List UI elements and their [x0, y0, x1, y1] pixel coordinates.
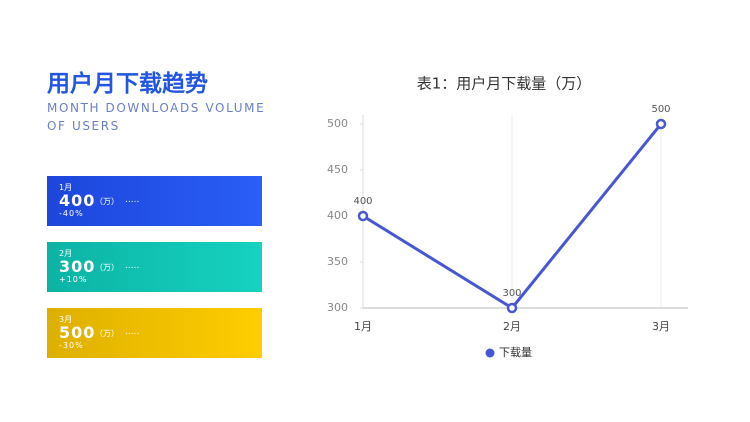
card-change: -40%: [59, 209, 84, 218]
slide-subtitle: MONTH DOWNLOADS VOLUME OF USERS: [47, 101, 266, 133]
card-unit: （万）: [95, 197, 119, 206]
data-label: 500: [651, 104, 670, 115]
x-tick-label: 2月: [503, 320, 521, 333]
legend-marker: [485, 348, 495, 358]
y-tick-label: 450: [327, 163, 348, 176]
data-label: 300: [502, 288, 521, 299]
x-tick-label: 1月: [354, 320, 372, 333]
card-change: -30%: [59, 341, 84, 350]
card-month: 3月: [59, 315, 73, 324]
card-unit: （万）: [95, 263, 119, 272]
card-value: 500: [59, 323, 96, 342]
legend-label: 下载量: [499, 346, 532, 359]
point: [655, 118, 667, 130]
card-note: .....: [125, 195, 140, 205]
stat-card: 3月 500 （万）..... -30%: [47, 308, 262, 358]
card-change: +10%: [59, 275, 88, 284]
y-tick-label: 500: [327, 117, 348, 130]
card-month: 2月: [59, 249, 73, 258]
card-value: 400: [59, 191, 96, 210]
data-label: 400: [353, 196, 372, 207]
point: [357, 210, 369, 222]
card-note: .....: [125, 261, 140, 271]
card-value: 300: [59, 257, 96, 276]
stat-card: 2月 300 （万）..... +10%: [47, 242, 262, 292]
y-tick-label: 350: [327, 255, 348, 268]
x-tick-label: 3月: [652, 320, 670, 333]
card-unit: （万）: [95, 329, 119, 338]
y-tick-label: 400: [327, 209, 348, 222]
card-note: .....: [125, 327, 140, 337]
card-month: 1月: [59, 183, 73, 192]
point: [506, 302, 518, 314]
chart-title: 表1：用户月下载量（万）: [417, 75, 592, 93]
stat-card: 1月 400 （万）..... -40%: [47, 176, 262, 226]
y-tick-label: 300: [327, 301, 348, 314]
slide-title: 用户月下载趋势: [47, 71, 208, 97]
